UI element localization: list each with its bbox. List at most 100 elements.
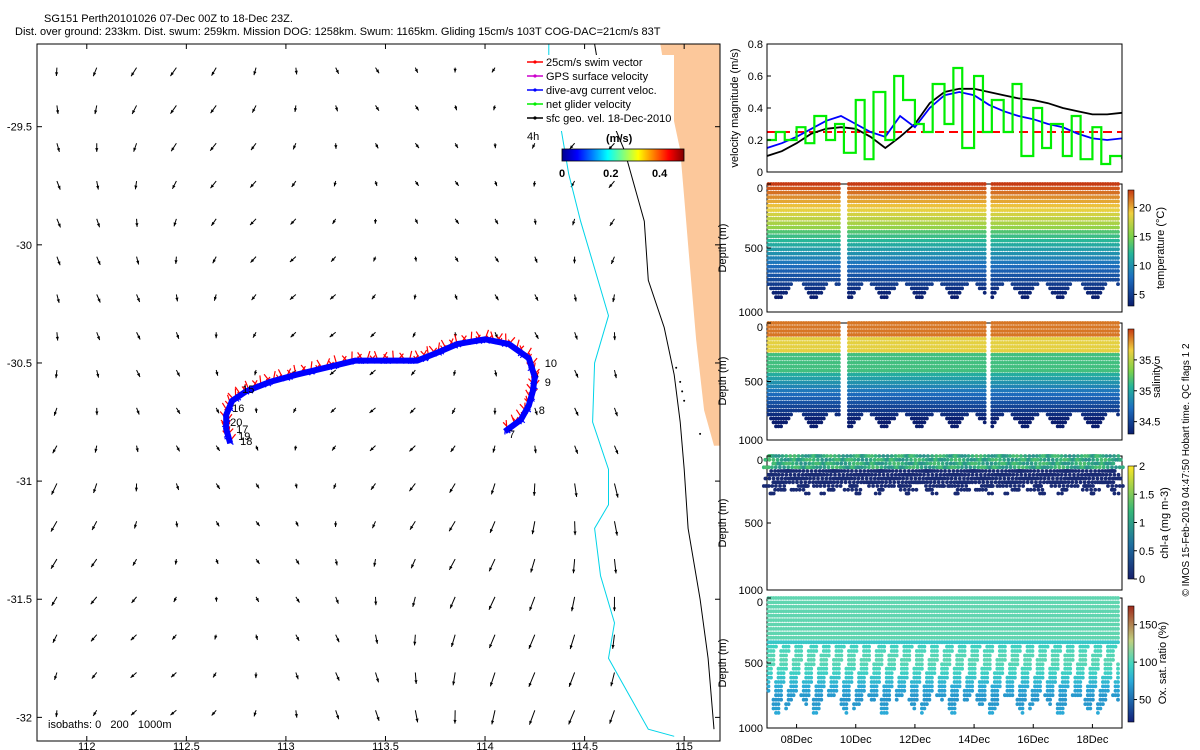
temp-sample-3165 xyxy=(1096,295,1100,300)
surface-vector-head-227 xyxy=(532,492,536,496)
dac-vector-101 xyxy=(336,364,340,369)
surface-vector-head-82 xyxy=(216,446,220,451)
temp-sample-456 xyxy=(811,203,816,208)
surface-vector-head-122 xyxy=(296,598,300,603)
temp-sample-912 xyxy=(864,234,869,239)
temp-sample-1873 xyxy=(960,286,964,291)
temp-sample-907 xyxy=(864,212,869,217)
dac-vector-8 xyxy=(520,419,526,424)
surface-vector-head-8 xyxy=(54,374,58,379)
temp-sample-645 xyxy=(829,251,834,256)
temp-sample-710 xyxy=(837,230,841,234)
surface-vector-head-212 xyxy=(488,605,492,610)
surface-vector-head-146 xyxy=(375,144,379,149)
temp-sample-3343 xyxy=(1116,225,1120,230)
temp-sample-917 xyxy=(864,256,869,260)
dac-vector-116 xyxy=(282,378,285,382)
surface-vector-head-173 xyxy=(409,487,413,492)
surface-velocity-field xyxy=(50,67,619,725)
temp-sample-726 xyxy=(847,195,851,200)
surface-vector-head-161 xyxy=(376,716,380,721)
temp-sample-640 xyxy=(829,230,834,234)
sal-sample-556 xyxy=(819,420,824,425)
surface-vector-head-5 xyxy=(57,261,61,266)
dac-vector-18 xyxy=(526,401,531,406)
coast-tag: 4h xyxy=(527,131,539,143)
temp-sample-1525 xyxy=(925,286,929,291)
temp-sample-1047 xyxy=(879,190,884,195)
temp-sample-462 xyxy=(811,230,816,234)
surface-vector-head-14 xyxy=(51,601,55,606)
surface-vector-head-174 xyxy=(410,525,414,530)
temp-sample-455 xyxy=(811,199,816,204)
temp-sample-232 xyxy=(786,286,791,291)
velocity-ylabel: velocity magnitude (m/s) xyxy=(729,48,741,167)
temp-sample-3350 xyxy=(1116,256,1120,260)
dac-vector-40 xyxy=(528,357,533,362)
dac-vector-156 xyxy=(224,435,229,440)
legend-entry-3: net glider velocity xyxy=(546,99,631,111)
temp-sample-2078 xyxy=(982,238,987,243)
speed-colorbar-tick-2: 0.4 xyxy=(652,168,668,180)
temp-sample-282 xyxy=(794,190,798,195)
dac-vector-134 xyxy=(235,397,240,402)
sal-sample-605 xyxy=(824,412,829,417)
surface-vector-head-100 xyxy=(255,446,259,451)
temp-sample-909 xyxy=(864,221,869,226)
dac-vector-28 xyxy=(533,384,536,388)
surface-vector-head-154 xyxy=(369,447,374,451)
temp-sample-1201 xyxy=(892,286,897,291)
surface-vector-head-1 xyxy=(56,110,60,114)
surface-vector-head-151 xyxy=(370,333,375,338)
temp-sample-2076 xyxy=(982,230,987,234)
dac-vector-120 xyxy=(269,381,273,386)
surface-vector-head-28 xyxy=(94,448,98,453)
surface-vector-head-57 xyxy=(172,184,176,189)
temp-sample-127 xyxy=(776,290,781,295)
surface-vector-head-68 xyxy=(173,598,177,603)
surface-vector-head-33 xyxy=(90,637,95,642)
surface-vector-head-180 xyxy=(453,68,457,73)
temp-sample-2074 xyxy=(982,221,987,226)
map-xtick-label-1: 112.5 xyxy=(173,741,200,750)
dac-vector-139 xyxy=(229,405,234,410)
temp-sample-920 xyxy=(864,269,869,273)
temp-sample-3339 xyxy=(1116,208,1120,213)
surface-vector-head-147 xyxy=(374,182,378,187)
temp-sample-701 xyxy=(837,190,841,195)
surface-vector-head-31 xyxy=(91,563,95,568)
surface-vector-head-86 xyxy=(214,597,218,602)
temp-sample-122 xyxy=(776,269,781,273)
temp-sample-734 xyxy=(847,230,851,234)
surface-vector-head-124 xyxy=(295,675,299,680)
dac-vector-36 xyxy=(527,367,533,372)
temp-sample-922 xyxy=(864,277,869,282)
temperature-cbar-label: temperature (°C) xyxy=(1155,207,1167,289)
temp-sample-299 xyxy=(794,264,798,269)
temp-sample-458 xyxy=(811,212,816,217)
temp-sample-3338 xyxy=(1116,203,1120,208)
dac-vector-6 xyxy=(515,422,518,426)
surface-vector-head-139 xyxy=(334,561,338,566)
surface-vector-head-259 xyxy=(613,336,617,341)
surface-vector-head-54 xyxy=(170,72,174,77)
dac-vector-38 xyxy=(529,362,533,367)
temp-sample-295 xyxy=(794,247,798,252)
temp-sample-464 xyxy=(811,238,816,243)
temp-sample-919 xyxy=(864,264,869,269)
speed-colorbar: (m/s) 0 0.2 0.4 xyxy=(559,133,685,180)
surface-vector-head-233 xyxy=(529,720,533,725)
temp-sample-2466 xyxy=(1025,295,1030,300)
surface-vector-head-29 xyxy=(93,489,97,494)
temp-sample-1046 xyxy=(879,186,884,191)
surface-vector-head-117 xyxy=(293,408,297,413)
surface-vector-head-94 xyxy=(250,221,254,226)
surface-vector-head-239 xyxy=(572,259,577,264)
dac-vector-159 xyxy=(229,441,234,445)
temp-sample-3352 xyxy=(1116,264,1120,269)
velocity-series xyxy=(767,66,1122,166)
surface-vector-head-46 xyxy=(135,448,139,453)
map-xtick-label-6: 115 xyxy=(675,741,693,750)
